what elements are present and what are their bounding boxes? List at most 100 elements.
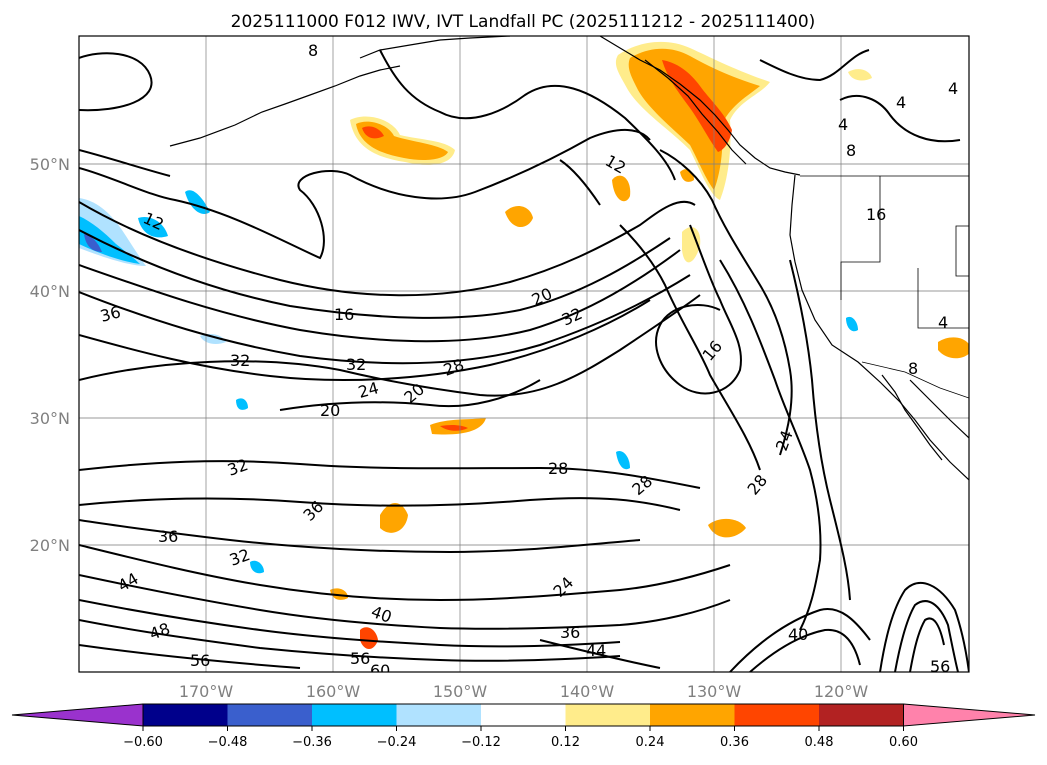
- shade-bering-2: [362, 126, 384, 139]
- coastline-mexico-west: [909, 379, 969, 439]
- colorbar-tick-label: 0.12: [551, 735, 580, 750]
- contour-line: [279, 379, 541, 411]
- colorbar-tick-label: −0.24: [377, 735, 417, 750]
- colorbar-cell: [481, 704, 566, 726]
- shade-neg-west-2: [138, 216, 168, 238]
- colorbar-tick-label: −0.60: [123, 735, 163, 750]
- contour-line: [79, 52, 153, 112]
- border-state-2: [917, 268, 969, 329]
- colorbar-cell: [565, 704, 650, 726]
- shade-midpac-1: [505, 206, 533, 228]
- shade-neg-5: [846, 316, 858, 332]
- map-panel: 8 12 12 16 16 16 20 20 20 24 24 24 28 28…: [78, 35, 970, 680]
- contour-label: 36: [158, 527, 178, 546]
- colorbar-outline: [142, 703, 904, 727]
- contour-label: 8: [908, 359, 918, 378]
- contour-label: 56: [190, 651, 210, 670]
- contour-label: 4: [896, 93, 906, 112]
- colorbar-tick-label: −0.12: [461, 735, 501, 750]
- lat-label-40n: 40°N: [30, 282, 70, 301]
- contour-label: 28: [548, 459, 568, 478]
- lon-label-150w: 150°W: [433, 682, 488, 701]
- lon-label-160w: 160°W: [306, 682, 361, 701]
- contour-label: 4: [948, 79, 958, 98]
- contour-line: [79, 294, 701, 397]
- contour-label: 24: [356, 378, 381, 402]
- iwv-contours: [79, 49, 969, 672]
- shade-socal: [938, 337, 969, 359]
- contour-line: [894, 600, 959, 672]
- border-state-3: [955, 225, 969, 277]
- contour-line: [619, 224, 761, 471]
- contour-label: 60: [370, 661, 390, 680]
- map-background: [79, 36, 969, 672]
- shade-hawaii: [380, 502, 408, 533]
- contour-label: 56: [350, 649, 370, 668]
- colorbar-tick-label: 0.36: [720, 735, 749, 750]
- colorbar-cells: [11, 703, 1036, 727]
- contour-line: [789, 259, 851, 601]
- shade-north-2: [848, 69, 872, 81]
- shade-south-1: [360, 627, 378, 649]
- longitude-labels: 170°W 160°W 150°W 140°W 130°W 120°W: [179, 682, 869, 701]
- contour-line: [379, 49, 676, 181]
- shade-neg-3: [236, 398, 248, 410]
- colorbar-cell: [143, 704, 228, 726]
- colorbar-cell: [734, 704, 819, 726]
- colorbar-cell: [396, 704, 481, 726]
- contour-line: [79, 460, 701, 489]
- contour-line: [79, 229, 671, 319]
- border-us-mexico: [861, 361, 969, 399]
- contour-line: [79, 519, 641, 554]
- map-title: 2025111000 F012 IWV, IVT Landfall PC (20…: [231, 12, 816, 32]
- shade-north-3: [682, 227, 701, 263]
- colorbar-cell: [227, 704, 312, 726]
- contour-label: 36: [560, 623, 580, 642]
- contour-label: 32: [346, 355, 366, 374]
- contour-label: 8: [308, 41, 318, 60]
- colorbar-tick-label: 0.48: [805, 735, 834, 750]
- contour-line: [655, 224, 742, 395]
- colorbar-tick-label: −0.36: [292, 735, 332, 750]
- colorbar-ticks: −0.60 −0.48 −0.36 −0.24 −0.12 0.12 0.24 0.36 0.4…: [123, 726, 918, 750]
- shade-neg-4: [616, 450, 630, 470]
- contour-line: [759, 49, 870, 82]
- contour-label: 44: [586, 641, 606, 660]
- contour-line: [729, 608, 871, 672]
- contour-line: [749, 628, 861, 672]
- coastline-aleutians: [169, 65, 401, 147]
- shade-midpac-2: [612, 175, 631, 202]
- map-frame: [78, 35, 970, 673]
- contour-label: 20: [320, 401, 340, 420]
- colorbar-tick-label: −0.48: [208, 735, 248, 750]
- shade-neg-west-core: [84, 234, 102, 252]
- contour-line: [79, 200, 696, 297]
- contour-line: [79, 128, 651, 260]
- graticule: [79, 36, 969, 672]
- colorbar-tick-label: 0.60: [889, 735, 918, 750]
- colorbar-cell: [819, 704, 904, 726]
- contour-label: 32: [230, 351, 250, 370]
- lat-label-50n: 50°N: [30, 155, 70, 174]
- lon-label-170w: 170°W: [179, 682, 234, 701]
- contour-label: 40: [788, 625, 808, 644]
- colorbar-cell: [650, 704, 735, 726]
- coastline-baja: [881, 374, 943, 461]
- contour-line: [909, 617, 945, 672]
- contour-line: [79, 599, 621, 648]
- lon-label-140w: 140°W: [560, 682, 615, 701]
- lon-label-120w: 120°W: [814, 682, 869, 701]
- contour-line: [79, 149, 171, 177]
- contour-line: [79, 249, 681, 343]
- shade-pos-small-1: [330, 588, 348, 600]
- contour-line: [79, 619, 621, 662]
- shade-alaska-gulf-inner: [628, 48, 760, 190]
- colorbar: −0.60 −0.48 −0.36 −0.24 −0.12 0.12 0.24 0.36 0.4…: [11, 703, 1036, 750]
- lat-label-20n: 20°N: [30, 536, 70, 555]
- coastline-alaska-south: [359, 36, 511, 59]
- contour-label: 16: [866, 205, 886, 224]
- contour-line: [719, 259, 822, 631]
- contour-line: [559, 159, 601, 206]
- contour-label: 56: [930, 657, 950, 676]
